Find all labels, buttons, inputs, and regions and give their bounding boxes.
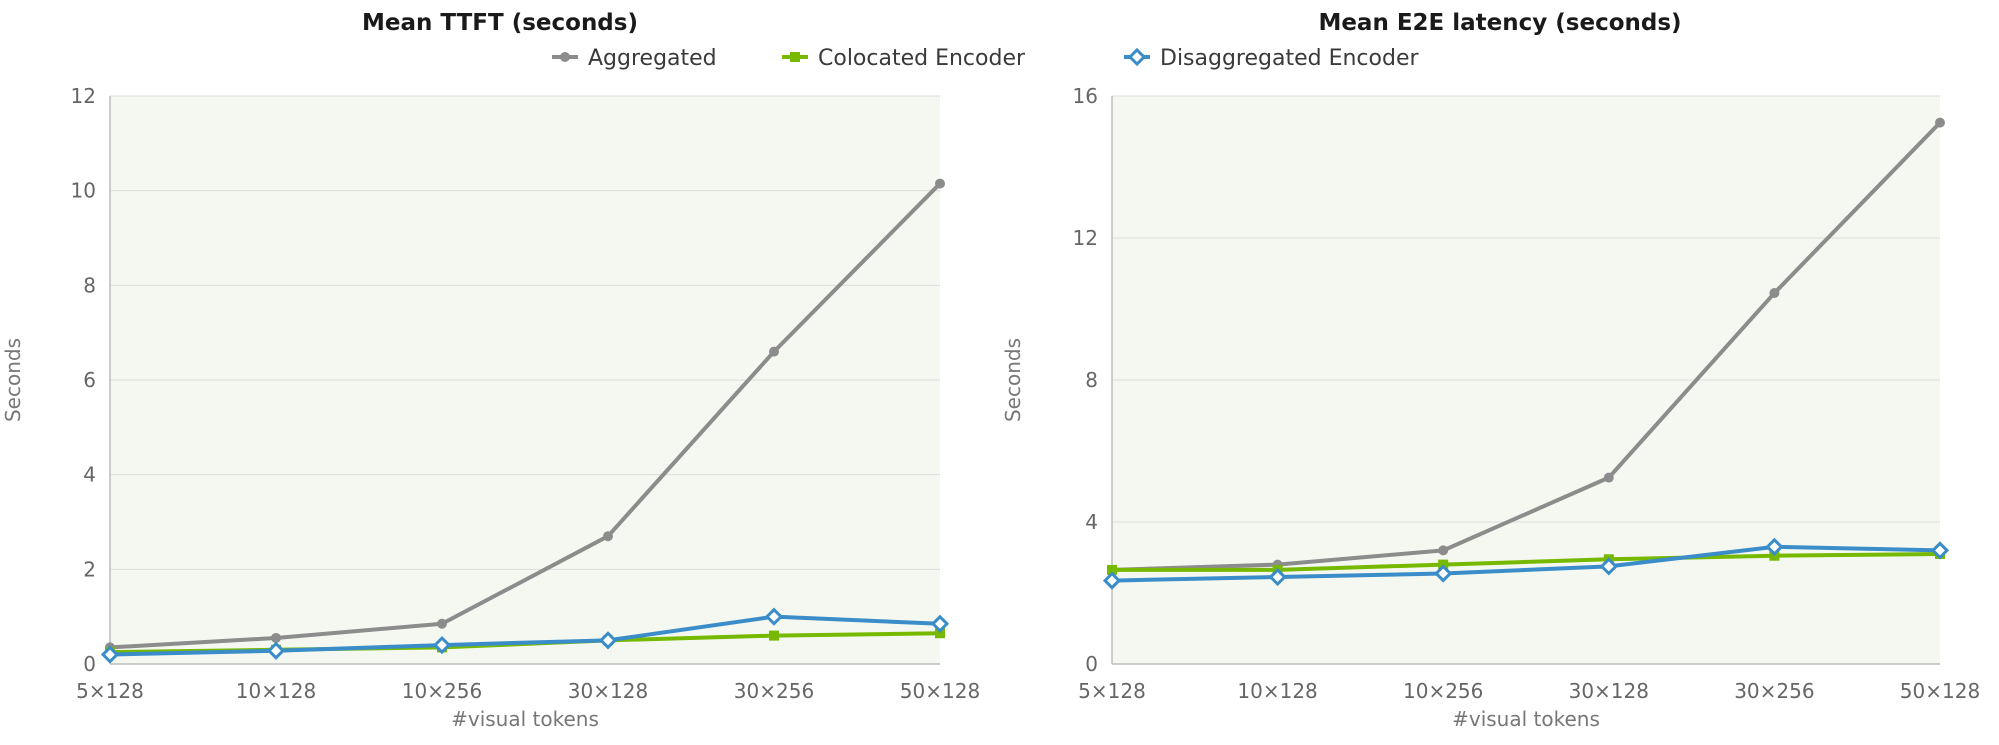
e2e-x-tick-label: 10×128 <box>1237 679 1317 703</box>
ttft-data-point-aggregated <box>603 531 613 542</box>
e2e-latency-chart: 0 4 8 12 16 5×128 10×128 10×256 30×128 30×256 50×1… <box>1001 10 1980 731</box>
legend-item-aggregated: Aggregated <box>552 46 717 71</box>
e2e-y-tick-label: 0 <box>1085 652 1098 676</box>
ttft-y-axis-label: Seconds <box>1 338 25 422</box>
legend: Aggregated Colocated Encoder Disaggregated… <box>552 46 1419 71</box>
e2e-data-point-colocated-encoder <box>1107 564 1117 575</box>
e2e-y-tick-label: 16 <box>1073 84 1098 108</box>
e2e-data-point-disaggregated-encoder <box>1599 557 1618 576</box>
e2e-y-tick-label: 8 <box>1085 368 1098 392</box>
e2e-data-point-disaggregated-encoder <box>1268 567 1287 587</box>
ttft-x-tick-label: 10×128 <box>236 679 316 703</box>
ttft-data-point-disaggregated-encoder <box>930 614 950 633</box>
ttft-x-tick-label: 50×128 <box>900 679 980 703</box>
e2e-data-point-aggregated <box>1769 288 1780 299</box>
ttft-y-tick-label: 6 <box>83 368 96 392</box>
e2e-series-line-disaggregated-encoder <box>1110 544 1942 583</box>
e2e-data-point-disaggregated-encoder <box>1434 564 1453 583</box>
ttft-x-tick-label: 5×128 <box>76 679 144 703</box>
ttft-y-tick-label: 12 <box>71 84 96 108</box>
e2e-series-disaggregated-encoder <box>1102 537 1950 590</box>
ttft-data-point-disaggregated-encoder <box>266 641 286 660</box>
e2e-x-tick-label: 5×128 <box>1078 679 1146 703</box>
legend-label-disaggregated-encoder: Disaggregated Encoder <box>1160 46 1419 71</box>
ttft-x-tick-label: 30×256 <box>734 679 814 703</box>
ttft-data-point-colocated-encoder <box>769 630 779 641</box>
e2e-data-point-disaggregated-encoder <box>1765 537 1784 556</box>
e2e-y-axis-label: Seconds <box>1001 338 1025 422</box>
ttft-data-point-disaggregated-encoder <box>764 607 784 626</box>
ttft-y-tick-label: 0 <box>83 652 96 676</box>
ttft-title: Mean TTFT (seconds) <box>362 10 638 36</box>
ttft-y-tick-label: 2 <box>83 557 96 581</box>
e2e-series-line-colocated-encoder <box>1110 551 1942 572</box>
e2e-data-point-aggregated <box>1603 472 1614 483</box>
ttft-x-tick-label: 30×128 <box>568 679 648 703</box>
ttft-series-disaggregated-encoder <box>100 607 950 664</box>
ttft-data-point-aggregated <box>769 346 779 357</box>
e2e-title: Mean E2E latency (seconds) <box>1318 10 1681 36</box>
ttft-data-point-disaggregated-encoder <box>432 635 452 655</box>
legend-label-colocated-encoder: Colocated Encoder <box>818 46 1026 71</box>
ttft-series-line-disaggregated-encoder <box>108 614 942 657</box>
legend-marker-colocated-encoder <box>790 52 800 62</box>
ttft-data-point-aggregated <box>437 618 447 629</box>
ttft-data-point-aggregated <box>935 178 945 189</box>
legend-marker-disaggregated-encoder <box>1127 47 1147 67</box>
e2e-data-point-disaggregated-encoder <box>1930 541 1950 560</box>
e2e-x-tick-label: 10×256 <box>1403 679 1483 703</box>
legend-item-colocated-encoder: Colocated Encoder <box>782 46 1026 71</box>
ttft-data-point-disaggregated-encoder <box>598 631 618 650</box>
e2e-x-tick-label: 50×128 <box>1900 679 1980 703</box>
ttft-y-tick-label: 10 <box>71 179 96 203</box>
ttft-data-point-aggregated <box>271 632 281 643</box>
e2e-x-tick-label: 30×256 <box>1734 679 1814 703</box>
e2e-data-point-disaggregated-encoder <box>1102 571 1122 590</box>
ttft-y-tick-label: 4 <box>83 463 96 487</box>
e2e-data-point-aggregated <box>1438 545 1449 556</box>
legend-label-aggregated: Aggregated <box>588 46 717 71</box>
legend-marker-aggregated <box>560 52 570 62</box>
e2e-data-point-aggregated <box>1935 117 1945 128</box>
ttft-y-tick-label: 8 <box>83 273 96 297</box>
ttft-data-point-colocated-encoder <box>935 628 945 639</box>
legend-item-disaggregated-encoder: Disaggregated Encoder <box>1124 46 1419 71</box>
e2e-y-tick-label: 4 <box>1085 510 1098 534</box>
ttft-x-tick-label: 10×256 <box>402 679 482 703</box>
e2e-x-tick-label: 30×128 <box>1569 679 1649 703</box>
ttft-data-point-disaggregated-encoder <box>100 645 120 664</box>
ttft-chart: 0 2 4 6 8 10 12 5×128 10×128 10×256 30×128 30×256 50… <box>1 10 980 731</box>
ttft-series-line-aggregated <box>108 181 942 650</box>
e2e-x-axis-label: #visual tokens <box>1452 707 1600 731</box>
e2e-series-line-aggregated <box>1110 120 1942 572</box>
ttft-x-axis-label: #visual tokens <box>451 707 599 731</box>
e2e-y-tick-label: 12 <box>1073 226 1098 250</box>
